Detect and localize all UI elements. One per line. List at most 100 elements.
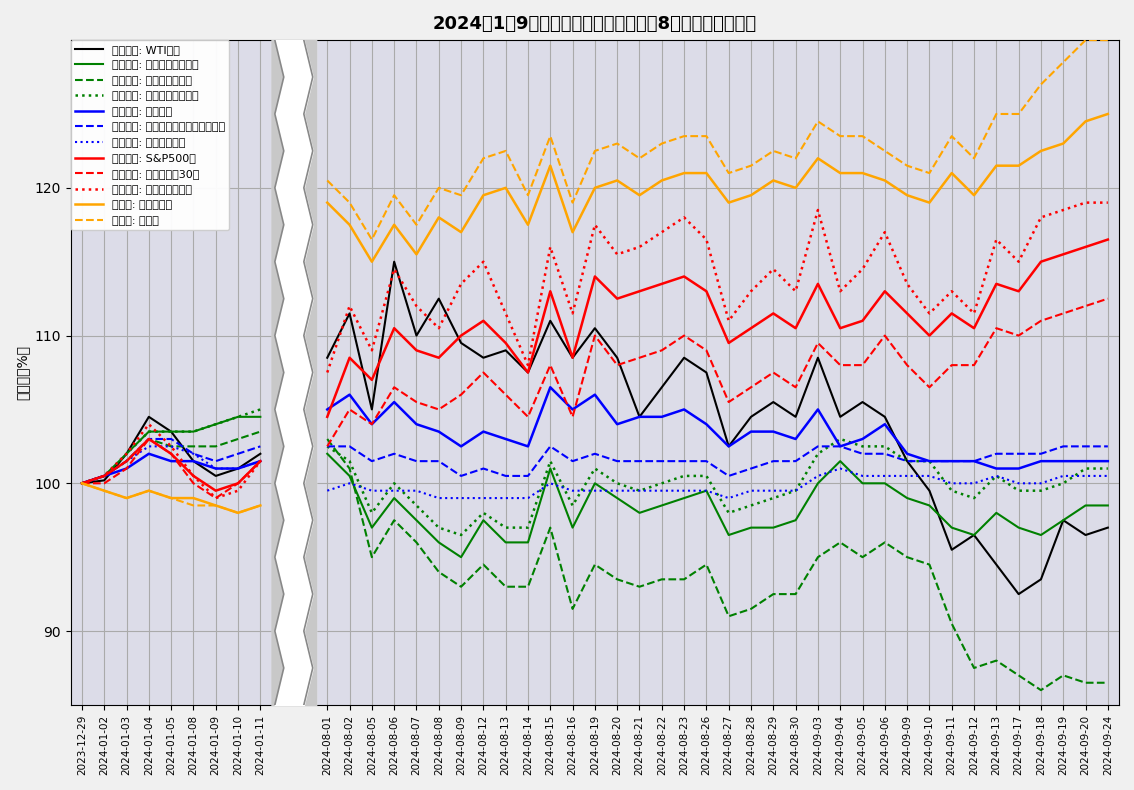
外為市場: ユーロ／ドル: (45, 100): ユーロ／ドル: (45, 100) [1078, 471, 1092, 480]
株式市場: ナスダック総合: (29, 111): ナスダック総合: (29, 111) [722, 316, 736, 325]
原油市場: WTI先物: (36, 104): WTI先物: (36, 104) [878, 412, 891, 422]
株式市場: ナスダック総合: (15, 112): ナスダック総合: (15, 112) [409, 301, 423, 310]
外為市場: ドル／円: (45, 102): ドル／円: (45, 102) [1078, 457, 1092, 466]
金市場: 金スポット: (17, 117): 金スポット: (17, 117) [455, 228, 468, 237]
株式市場: ナスダック総合: (34, 113): ナスダック総合: (34, 113) [833, 287, 847, 296]
株式市場: ダウ工業株30種: (44, 112): ダウ工業株30種: (44, 112) [1057, 309, 1070, 318]
金市場: 金先物: (11, 120): 金先物: (11, 120) [321, 175, 335, 185]
外為市場: ユーロ／ドル: (33, 100): ユーロ／ドル: (33, 100) [811, 471, 824, 480]
Line: 国債市場: 米３０年偉利回り: 国債市場: 米３０年偉利回り [328, 439, 1108, 535]
外為市場: ドル／円: (46, 102): ドル／円: (46, 102) [1101, 457, 1115, 466]
国債市場: 米３０年偉利回り: (28, 100): 米３０年偉利回り: (28, 100) [700, 471, 713, 480]
外為市場: ブルームバーグ・ドル指数: (25, 102): ブルームバーグ・ドル指数: (25, 102) [633, 457, 646, 466]
株式市場: S&P500種: (33, 114): S&P500種: (33, 114) [811, 279, 824, 288]
金市場: 金スポット: (16, 118): 金スポット: (16, 118) [432, 213, 446, 222]
国債市場: 米３０年偉利回り: (35, 102): 米３０年偉利回り: (35, 102) [856, 442, 870, 451]
国債市場: 米２年偉利回り: (39, 90.5): 米２年偉利回り: (39, 90.5) [945, 619, 958, 628]
株式市場: S&P500種: (28, 113): S&P500種: (28, 113) [700, 287, 713, 296]
国債市場: 米１０年偉利回り: (45, 98.5): 米１０年偉利回り: (45, 98.5) [1078, 501, 1092, 510]
原油市場: WTI先物: (39, 95.5): WTI先物: (39, 95.5) [945, 545, 958, 555]
原油市場: WTI先物: (34, 104): WTI先物: (34, 104) [833, 412, 847, 422]
金市場: 金スポット: (24, 120): 金スポット: (24, 120) [610, 175, 624, 185]
外為市場: ユーロ／ドル: (36, 100): ユーロ／ドル: (36, 100) [878, 471, 891, 480]
国債市場: 米１０年偉利回り: (37, 99): 米１０年偉利回り: (37, 99) [900, 493, 914, 502]
金市場: 金スポット: (34, 121): 金スポット: (34, 121) [833, 168, 847, 178]
株式市場: ダウ工業株30種: (17, 106): ダウ工業株30種: (17, 106) [455, 390, 468, 400]
株式市場: ナスダック総合: (25, 116): ナスダック総合: (25, 116) [633, 243, 646, 252]
国債市場: 米１０年偉利回り: (25, 98): 米１０年偉利回り: (25, 98) [633, 508, 646, 517]
金市場: 金先物: (22, 119): 金先物: (22, 119) [566, 198, 579, 207]
国債市場: 米３０年偉利回り: (17, 96.5): 米３０年偉利回り: (17, 96.5) [455, 530, 468, 540]
外為市場: ブルームバーグ・ドル指数: (13, 102): ブルームバーグ・ドル指数: (13, 102) [365, 457, 379, 466]
株式市場: ナスダック総合: (31, 114): ナスダック総合: (31, 114) [767, 265, 780, 274]
外為市場: ドル／円: (21, 106): ドル／円: (21, 106) [543, 382, 557, 392]
外為市場: ドル／円: (15, 104): ドル／円: (15, 104) [409, 419, 423, 429]
原油市場: WTI先物: (13, 105): WTI先物: (13, 105) [365, 404, 379, 414]
国債市場: 米１０年偉利回り: (43, 96.5): 米１０年偉利回り: (43, 96.5) [1034, 530, 1048, 540]
金市場: 金先物: (20, 120): 金先物: (20, 120) [522, 190, 535, 200]
国債市場: 米３０年偉利回り: (31, 99): 米３０年偉利回り: (31, 99) [767, 493, 780, 502]
外為市場: ブルームバーグ・ドル指数: (46, 102): ブルームバーグ・ドル指数: (46, 102) [1101, 442, 1115, 451]
株式市場: ナスダック総合: (20, 108): ナスダック総合: (20, 108) [522, 360, 535, 370]
株式市場: ダウ工業株30種: (29, 106): ダウ工業株30種: (29, 106) [722, 397, 736, 407]
原油市場: WTI先物: (25, 104): WTI先物: (25, 104) [633, 412, 646, 422]
国債市場: 米１０年偉利回り: (32, 97.5): 米１０年偉利回り: (32, 97.5) [789, 516, 803, 525]
国債市場: 米２年偉利回り: (22, 91.5): 米２年偉利回り: (22, 91.5) [566, 604, 579, 614]
外為市場: ユーロ／ドル: (26, 99.5): ユーロ／ドル: (26, 99.5) [655, 486, 669, 495]
Title: 2024年1～9月の指数変化連結グラフ（8月以降のみ抜粋）: 2024年1～9月の指数変化連結グラフ（8月以降のみ抜粋） [433, 15, 758, 33]
株式市場: ナスダック総合: (43, 118): ナスダック総合: (43, 118) [1034, 213, 1048, 222]
金市場: 金先物: (31, 122): 金先物: (31, 122) [767, 146, 780, 156]
原油市場: WTI先物: (28, 108): WTI先物: (28, 108) [700, 368, 713, 378]
株式市場: ナスダック総合: (28, 116): ナスダック総合: (28, 116) [700, 235, 713, 244]
外為市場: ドル／円: (11, 105): ドル／円: (11, 105) [321, 404, 335, 414]
外為市場: ユーロ／ドル: (29, 99): ユーロ／ドル: (29, 99) [722, 493, 736, 502]
金市場: 金スポット: (38, 119): 金スポット: (38, 119) [923, 198, 937, 207]
Bar [316, 40, 1119, 705]
外為市場: ブルームバーグ・ドル指数: (24, 102): ブルームバーグ・ドル指数: (24, 102) [610, 457, 624, 466]
外為市場: ユーロ／ドル: (24, 99.5): ユーロ／ドル: (24, 99.5) [610, 486, 624, 495]
外為市場: ユーロ／ドル: (23, 99.5): ユーロ／ドル: (23, 99.5) [589, 486, 602, 495]
国債市場: 米３０年偉利回り: (37, 102): 米３０年偉利回り: (37, 102) [900, 457, 914, 466]
金市場: 金先物: (45, 130): 金先物: (45, 130) [1078, 36, 1092, 45]
金市場: 金先物: (15, 118): 金先物: (15, 118) [409, 220, 423, 230]
金市場: 金先物: (36, 122): 金先物: (36, 122) [878, 146, 891, 156]
金市場: 金スポット: (46, 125): 金スポット: (46, 125) [1101, 109, 1115, 118]
国債市場: 米１０年偉利回り: (22, 97): 米１０年偉利回り: (22, 97) [566, 523, 579, 532]
外為市場: ブルームバーグ・ドル指数: (34, 102): ブルームバーグ・ドル指数: (34, 102) [833, 442, 847, 451]
株式市場: ダウ工業株30種: (35, 108): ダウ工業株30種: (35, 108) [856, 360, 870, 370]
国債市場: 米２年偉利回り: (30, 91.5): 米２年偉利回り: (30, 91.5) [744, 604, 758, 614]
国債市場: 米１０年偉利回り: (11, 102): 米１０年偉利回り: (11, 102) [321, 449, 335, 458]
金市場: 金スポット: (32, 120): 金スポット: (32, 120) [789, 183, 803, 193]
外為市場: ドル／円: (34, 102): ドル／円: (34, 102) [833, 442, 847, 451]
金市場: 金スポット: (13, 115): 金スポット: (13, 115) [365, 257, 379, 266]
国債市場: 米３０年偉利回り: (34, 103): 米３０年偉利回り: (34, 103) [833, 435, 847, 444]
外為市場: ドル／円: (12, 106): ドル／円: (12, 106) [342, 390, 356, 400]
金市場: 金先物: (26, 123): 金先物: (26, 123) [655, 139, 669, 149]
株式市場: ダウ工業株30種: (39, 108): ダウ工業株30種: (39, 108) [945, 360, 958, 370]
国債市場: 米３０年偉利回り: (27, 100): 米３０年偉利回り: (27, 100) [677, 471, 691, 480]
外為市場: ユーロ／ドル: (28, 99.5): ユーロ／ドル: (28, 99.5) [700, 486, 713, 495]
株式市場: ダウ工業株30種: (19, 106): ダウ工業株30種: (19, 106) [499, 390, 513, 400]
金市場: 金先物: (35, 124): 金先物: (35, 124) [856, 131, 870, 141]
原油市場: WTI先物: (11, 108): WTI先物: (11, 108) [321, 353, 335, 363]
金市場: 金スポット: (39, 121): 金スポット: (39, 121) [945, 168, 958, 178]
株式市場: ダウ工業株30種: (21, 108): ダウ工業株30種: (21, 108) [543, 360, 557, 370]
原油市場: WTI先物: (44, 97.5): WTI先物: (44, 97.5) [1057, 516, 1070, 525]
国債市場: 米１０年偉利回り: (28, 99.5): 米１０年偉利回り: (28, 99.5) [700, 486, 713, 495]
金市場: 金スポット: (35, 121): 金スポット: (35, 121) [856, 168, 870, 178]
株式市場: ナスダック総合: (32, 113): ナスダック総合: (32, 113) [789, 287, 803, 296]
金市場: 金スポット: (44, 123): 金スポット: (44, 123) [1057, 139, 1070, 149]
金市場: 金スポット: (25, 120): 金スポット: (25, 120) [633, 190, 646, 200]
原油市場: WTI先物: (21, 111): WTI先物: (21, 111) [543, 316, 557, 325]
外為市場: ユーロ／ドル: (27, 99.5): ユーロ／ドル: (27, 99.5) [677, 486, 691, 495]
Line: 株式市場: S&P500種: 株式市場: S&P500種 [328, 239, 1108, 417]
国債市場: 米１０年偉利回り: (24, 99): 米１０年偉利回り: (24, 99) [610, 493, 624, 502]
金市場: 金先物: (24, 123): 金先物: (24, 123) [610, 139, 624, 149]
外為市場: ドル／円: (28, 104): ドル／円: (28, 104) [700, 419, 713, 429]
株式市場: ナスダック総合: (37, 114): ナスダック総合: (37, 114) [900, 279, 914, 288]
国債市場: 米１０年偉利回り: (16, 96): 米１０年偉利回り: (16, 96) [432, 538, 446, 547]
外為市場: ユーロ／ドル: (35, 100): ユーロ／ドル: (35, 100) [856, 471, 870, 480]
国債市場: 米３０年偉利回り: (42, 99.5): 米３０年偉利回り: (42, 99.5) [1012, 486, 1025, 495]
外為市場: ユーロ／ドル: (41, 100): ユーロ／ドル: (41, 100) [990, 471, 1004, 480]
Line: 国債市場: 米２年偉利回り: 国債市場: 米２年偉利回り [328, 439, 1108, 690]
